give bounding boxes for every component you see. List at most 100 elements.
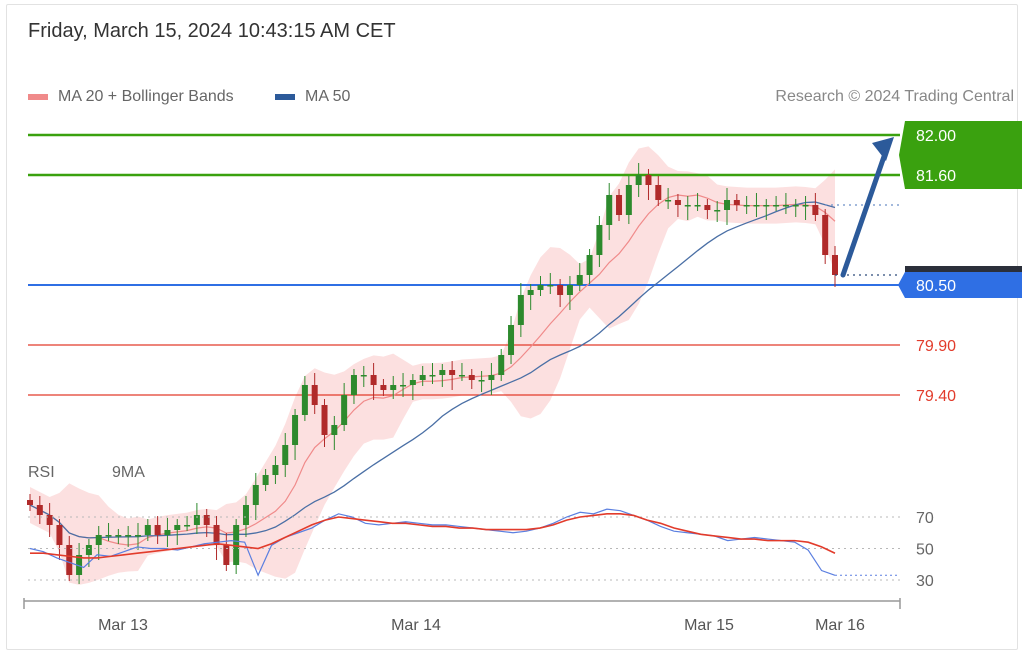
candle	[724, 188, 731, 225]
candle-body	[174, 525, 181, 530]
projection-arrow	[825, 137, 900, 278]
candle-body	[409, 380, 416, 385]
projection-arrow-head	[872, 137, 894, 161]
candle	[458, 363, 465, 381]
candle	[557, 279, 564, 307]
candle-body	[36, 505, 43, 515]
x-tick-label: Mar 14	[391, 617, 441, 634]
candle-body	[380, 385, 387, 390]
candle-body	[223, 545, 230, 565]
candle	[625, 176, 632, 224]
candle	[635, 163, 642, 197]
level-tag-pivot: 80.50	[916, 278, 956, 295]
candle	[527, 284, 534, 310]
candle-body	[537, 285, 544, 290]
candle-body	[56, 525, 63, 545]
candle-body	[468, 375, 475, 380]
candle	[655, 176, 662, 206]
candle-body	[331, 425, 338, 435]
candle-body	[85, 545, 92, 555]
legend-ma20-label: MA 20 + Bollinger Bands	[58, 88, 234, 105]
candle	[252, 473, 259, 520]
candle-body	[557, 285, 564, 295]
candle	[105, 523, 112, 541]
candle	[537, 276, 544, 296]
candle-body	[792, 205, 799, 207]
candle	[341, 383, 348, 431]
ma50-line	[29, 201, 836, 539]
x-tick-label: Mar 13	[98, 617, 148, 634]
x-axis: Mar 13 Mar 14 Mar 15 Mar 16	[23, 598, 901, 634]
candle	[292, 409, 299, 460]
candle	[812, 193, 819, 221]
rsi-level-label: 70	[916, 510, 934, 527]
candle-body	[134, 535, 141, 537]
candle-body	[282, 445, 289, 465]
candle	[792, 199, 799, 217]
candle	[733, 194, 740, 211]
candle-body	[154, 525, 161, 535]
candle	[665, 188, 672, 209]
candle-body	[665, 200, 672, 202]
candle-body	[547, 285, 554, 287]
candle-body	[733, 200, 740, 205]
candle-body	[360, 375, 367, 377]
candle	[134, 523, 141, 550]
candle	[350, 369, 357, 404]
candle-body	[606, 195, 613, 225]
candle-body	[439, 370, 446, 375]
pivot-tag-bg	[898, 272, 1022, 298]
candle	[694, 193, 701, 211]
legend-rsi-label: RSI	[28, 464, 55, 481]
candle-body	[802, 205, 809, 207]
candle-body	[478, 380, 485, 382]
candle	[802, 196, 809, 220]
candle	[380, 379, 387, 396]
candle-body	[449, 370, 456, 375]
ma20-swatch	[28, 94, 48, 100]
candle-body	[213, 525, 220, 545]
candle	[488, 363, 495, 395]
candle	[409, 374, 416, 400]
legend-9ma: 9MA	[112, 464, 145, 482]
legend-ma50: MA 50	[275, 88, 350, 106]
legend-ma50-label: MA 50	[305, 88, 351, 105]
level-tag-82-00: 82.00	[916, 128, 956, 145]
candle	[184, 516, 191, 531]
candle-body	[66, 545, 73, 575]
price-levels	[28, 133, 900, 396]
rsi-level-label: 30	[916, 573, 934, 590]
candle-body	[262, 475, 269, 485]
candle-body	[743, 205, 750, 207]
candle	[125, 526, 132, 547]
candle	[203, 509, 210, 537]
candle	[704, 199, 711, 219]
rsi-series-9ma	[30, 513, 836, 559]
candle-body	[115, 535, 122, 537]
candle-body	[586, 255, 593, 275]
candle	[321, 399, 328, 447]
candle-body	[390, 385, 397, 390]
candle	[714, 201, 721, 222]
candle	[390, 376, 397, 399]
rsi-panel: 70 50 30	[28, 508, 934, 590]
candle	[596, 216, 603, 267]
candle-body	[616, 195, 623, 215]
candle-body	[203, 515, 210, 525]
candle-body	[321, 405, 328, 435]
candle-body	[311, 385, 318, 405]
candle-body	[76, 555, 83, 575]
candle-body	[773, 205, 780, 207]
candle-body	[684, 205, 691, 207]
candle	[684, 196, 691, 220]
candle	[223, 533, 230, 571]
candle	[645, 169, 652, 200]
candle	[164, 518, 171, 547]
candle	[753, 193, 760, 217]
x-tick-label: Mar 16	[815, 617, 865, 634]
candle	[154, 516, 161, 544]
candle-body	[46, 515, 53, 525]
candle	[311, 373, 318, 414]
candle	[517, 283, 524, 337]
candle-body	[400, 385, 407, 387]
